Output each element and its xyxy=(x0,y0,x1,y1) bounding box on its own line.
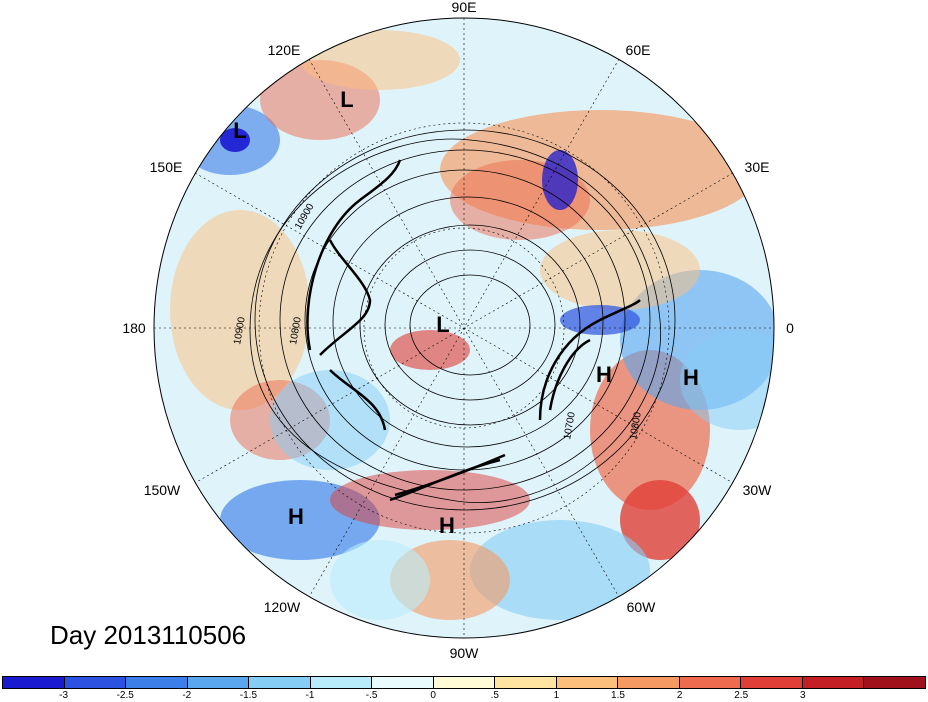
colorbar-segment xyxy=(3,677,65,688)
contour-label-10700-e: 10700 xyxy=(562,411,578,441)
colorbar-tick-label: 1.5 xyxy=(611,690,625,701)
lon-label-60e: 60E xyxy=(626,42,651,58)
graticule xyxy=(154,18,774,638)
colorbar-segment xyxy=(433,677,496,688)
colorbar-segment xyxy=(495,677,557,688)
high-pressure-label-north-america: H xyxy=(439,513,455,538)
colorbar-tick-label: 2.5 xyxy=(734,690,749,701)
lon-label-150e: 150E xyxy=(150,159,183,175)
colorbar-tick-label: -2.5 xyxy=(116,690,134,701)
contour-label-10800-w: 10800 xyxy=(288,316,304,346)
colorbar-tick-label: -1 xyxy=(305,690,315,701)
high-pressure-label-east-atlantic: H xyxy=(683,365,699,390)
colorbar-tick-label: -.5 xyxy=(365,690,378,701)
colorbar-tick-label: 0 xyxy=(430,690,436,701)
colorbar-segment xyxy=(372,677,434,688)
contour-label-10800-e: 10800 xyxy=(628,411,644,441)
day-timestamp-label: Day 2013110506 xyxy=(50,620,247,650)
colorbar-segment xyxy=(126,677,188,688)
high-pressure-label-pacific: H xyxy=(288,504,304,529)
colorbar-segment xyxy=(64,677,127,688)
colorbar-segment xyxy=(741,677,803,688)
colorbar-segment xyxy=(679,677,742,688)
colorbar-segment xyxy=(864,677,925,688)
colorbar-tick-labels: -3 -2.5 -2 -1.5 -1 -.5 0 .5 1 1.5 2 2.5 3 xyxy=(0,690,928,702)
lon-label-150w: 150W xyxy=(144,482,181,498)
jet-stream-contours xyxy=(306,159,641,502)
colorbar-tick-label: -3 xyxy=(59,690,69,701)
contour-label-10900-w: 10900 xyxy=(232,316,248,346)
colorbar-tick-label: .5 xyxy=(490,690,499,701)
low-pressure-label-kamchatka: L xyxy=(233,118,246,143)
colorbar-tick-label: 2 xyxy=(676,690,683,701)
low-pressure-label-siberia: L xyxy=(340,87,353,112)
high-pressure-label-atlantic: H xyxy=(596,362,612,387)
colorbar-segment xyxy=(310,677,373,688)
lon-label-60w: 60W xyxy=(627,599,657,615)
colorbar xyxy=(2,676,926,689)
colorbar-tick-label: -1.5 xyxy=(239,690,258,701)
lon-label-120e: 120E xyxy=(268,42,301,58)
low-pressure-label-pole: L xyxy=(436,312,449,337)
lon-label-90w: 90W xyxy=(450,645,480,661)
colorbar-tick-label: 3 xyxy=(800,690,806,701)
colorbar-segment xyxy=(556,677,619,688)
lon-label-180: 180 xyxy=(122,320,146,336)
lon-label-120w: 120W xyxy=(264,599,301,615)
lon-label-30w: 30W xyxy=(743,482,773,498)
colorbar-tick-label: -2 xyxy=(182,690,192,701)
colorbar-segment xyxy=(802,677,865,688)
map-boundary xyxy=(153,17,775,639)
colorbar-segment xyxy=(618,677,680,688)
colorbar-tick-label: 1 xyxy=(553,690,560,701)
anomaly-field xyxy=(154,18,774,638)
lon-label-0: 0 xyxy=(786,320,794,336)
colorbar-segment xyxy=(249,677,311,688)
lon-label-90e: 90E xyxy=(452,0,477,15)
colorbar-segment xyxy=(187,677,250,688)
lon-label-30e: 30E xyxy=(745,159,770,175)
